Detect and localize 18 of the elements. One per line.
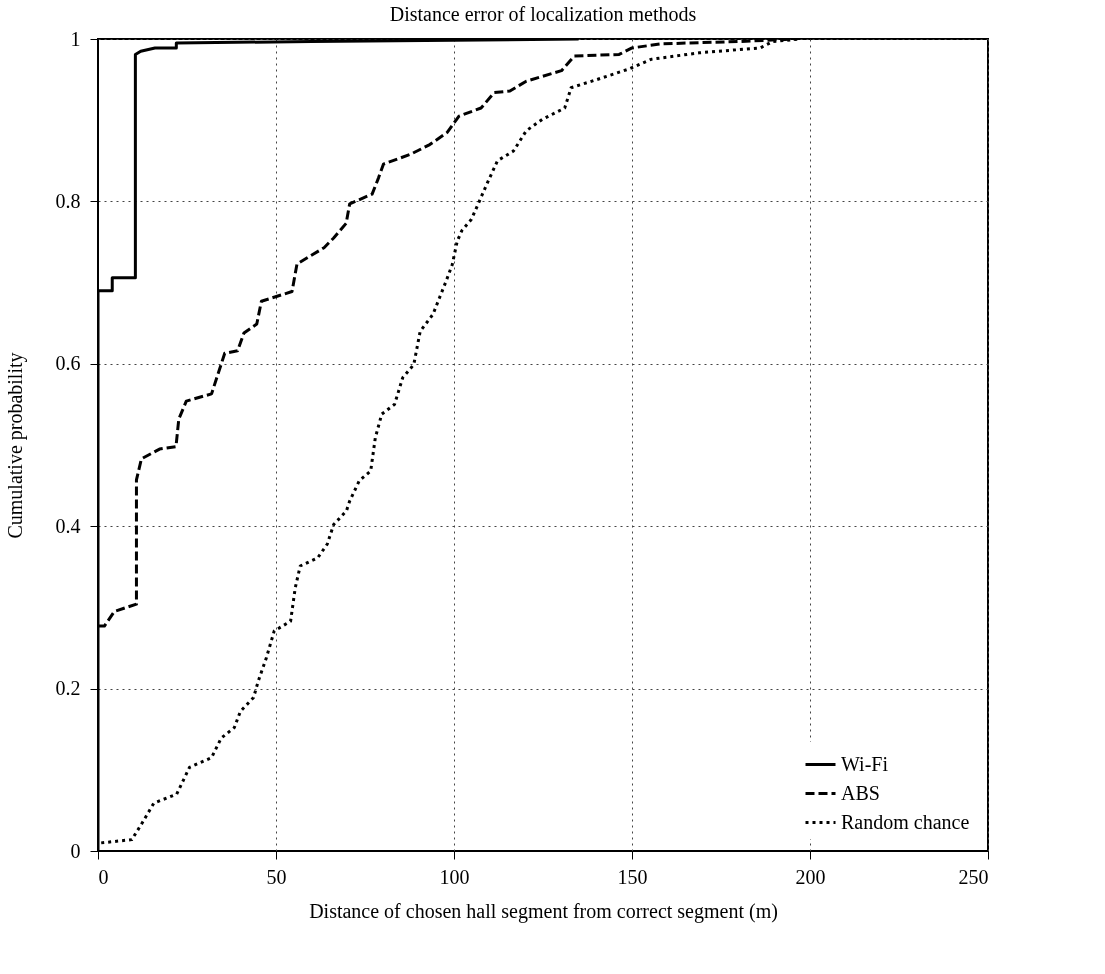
- x-tick-label: 0: [98, 865, 109, 888]
- x-tick-label: 250: [958, 865, 989, 888]
- y-tick-label: 1: [70, 27, 81, 50]
- y-tick-label: 0.8: [55, 189, 81, 212]
- x-tick-label: 150: [617, 865, 648, 888]
- x-axis-title: Distance of chosen hall segment from correct segment (m): [309, 899, 778, 923]
- y-tick-label: 0.2: [55, 677, 81, 700]
- x-tick-label: 50: [266, 865, 287, 888]
- y-axis-title: Cumulative probability: [3, 352, 27, 539]
- legend-label: Wi-Fi: [841, 752, 889, 775]
- chart-title: Distance error of localization methods: [389, 3, 697, 25]
- legend-label: Random chance: [841, 810, 970, 833]
- legend-label: ABS: [841, 781, 880, 804]
- y-tick-label: 0.4: [55, 514, 81, 537]
- y-tick-label: 0.6: [55, 352, 81, 375]
- x-tick-label: 200: [795, 865, 826, 888]
- x-tick-label: 100: [439, 865, 470, 888]
- y-tick-label: 0: [70, 839, 81, 862]
